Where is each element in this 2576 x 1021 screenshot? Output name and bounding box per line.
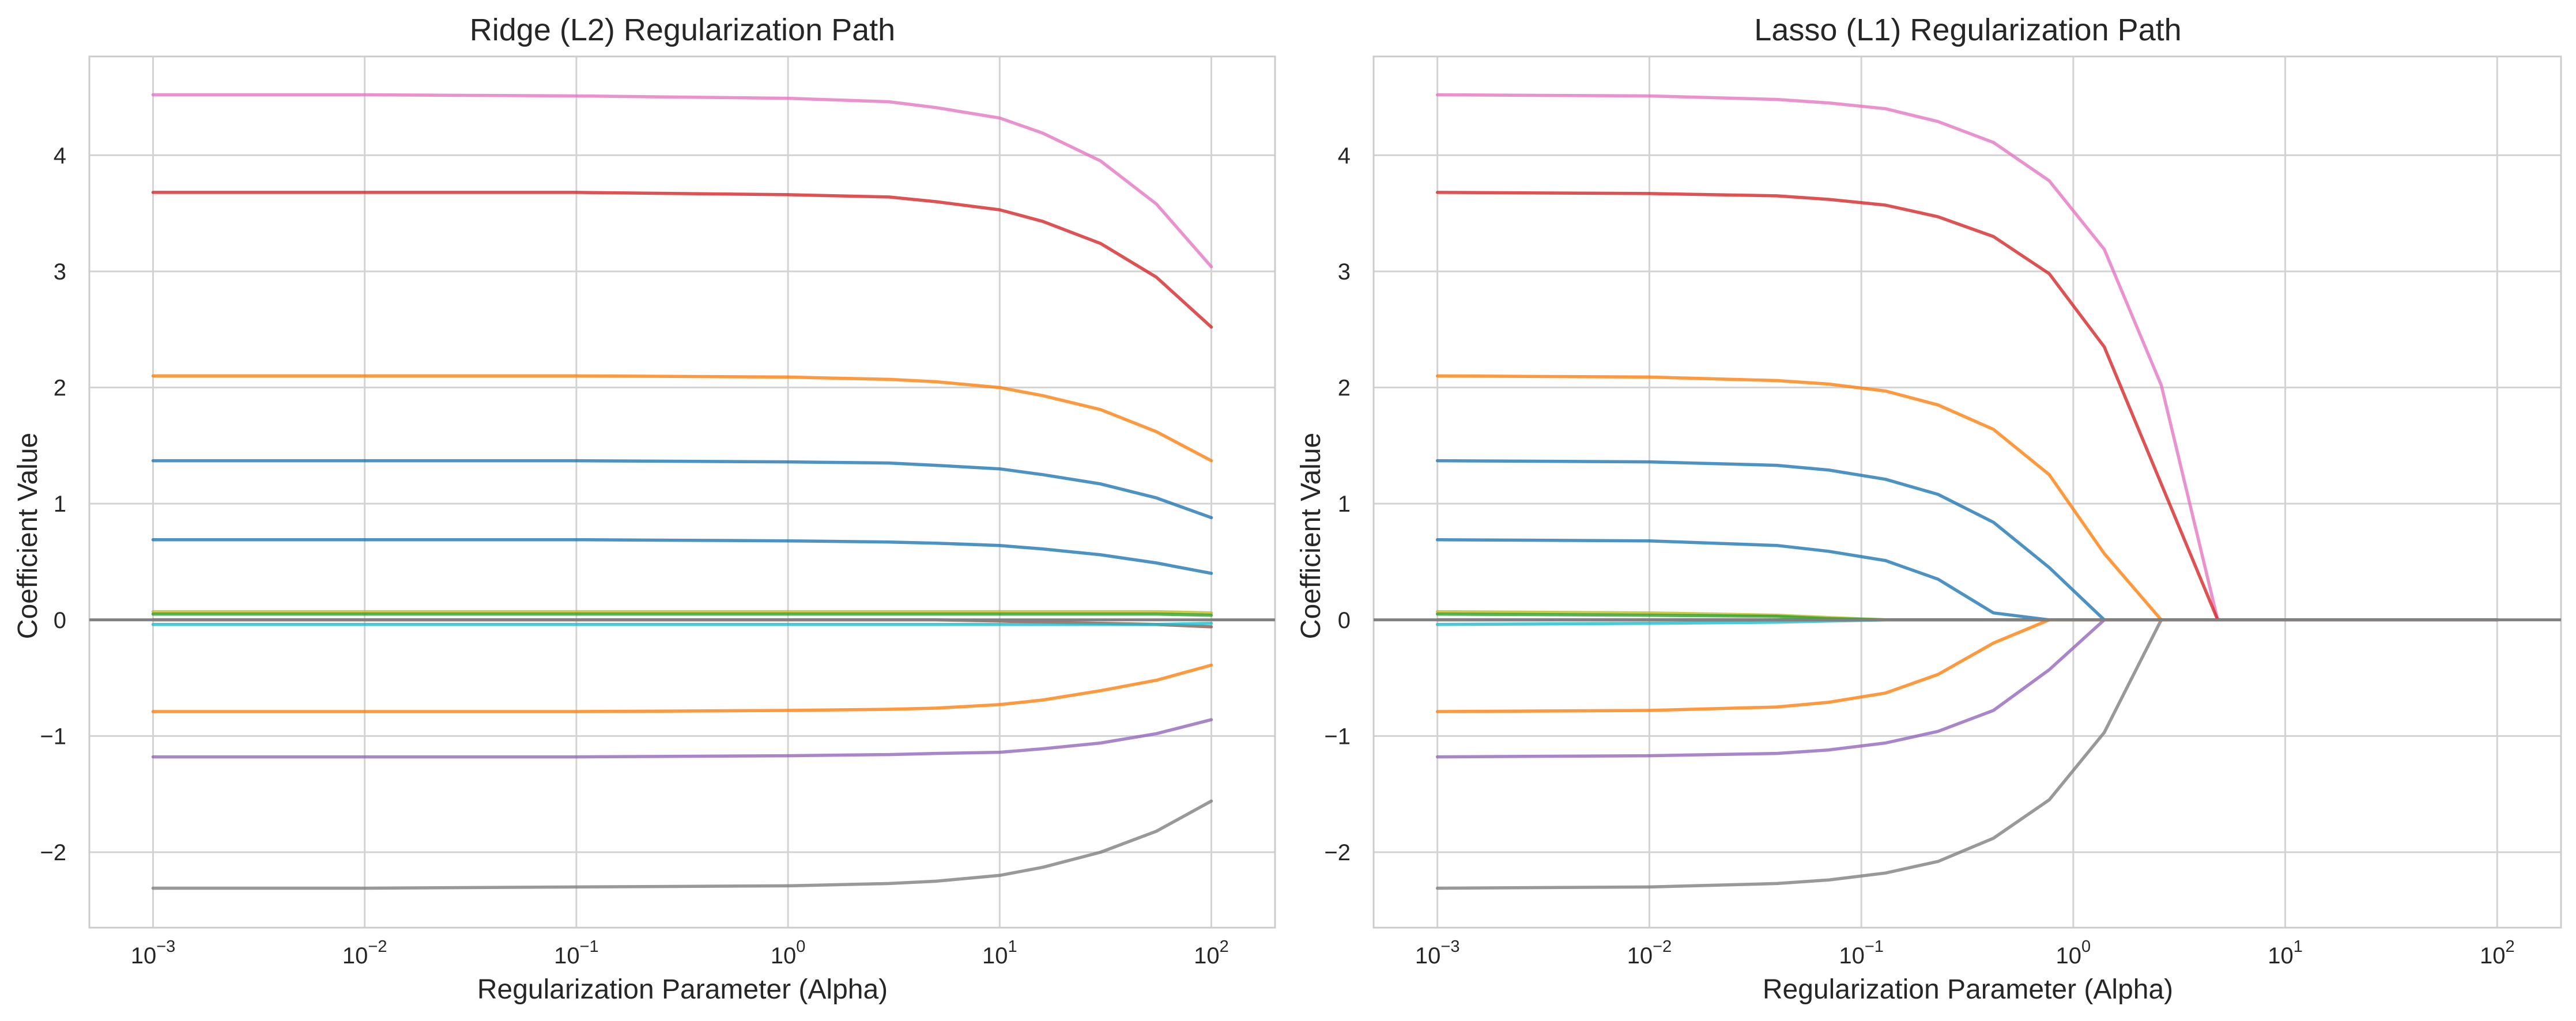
ridge-coefficient-line-11 (151, 718, 1213, 759)
ridge-x-axis-label: Regularization Parameter (Alpha) (477, 974, 888, 1005)
lasso-y-tick-label: 1 (1338, 491, 1351, 517)
ridge-y-tick-label: 2 (54, 376, 66, 401)
ridge-y-axis-label: Coefficient Value (13, 433, 43, 639)
ridge-coefficient-line-9 (151, 622, 1213, 626)
ridge-coefficient-line-1 (151, 93, 1213, 269)
lasso-y-tick-label: 2 (1338, 376, 1351, 401)
ridge-coefficient-line-10 (151, 663, 1213, 713)
ridge-y-tick-label: −1 (40, 724, 66, 749)
ridge-y-tick-label: −2 (40, 840, 66, 865)
lasso-x-tick-label: 100 (2056, 937, 2091, 969)
lasso-y-tick-label: 3 (1338, 259, 1351, 285)
ridge-coefficient-line-12 (151, 799, 1213, 890)
ridge-y-tick-label: 1 (54, 491, 66, 517)
lasso-x-tick-label: 10−3 (1415, 937, 1460, 969)
lasso-y-tick-label: −2 (1324, 840, 1351, 865)
ridge-chart-title: Ridge (L2) Regularization Path (470, 13, 895, 47)
ridge-x-tick-label: 10−2 (342, 937, 387, 969)
lasso-tick-labels: 10−3 10−2 10−1 100 101 102 −2 −1 0 1 2 3 4 (1324, 143, 2514, 969)
ridge-chart-panel: Ridge (L2) Regularization Path Regulariz… (13, 13, 1276, 1005)
ridge-x-tick-label: 10−3 (131, 937, 176, 969)
ridge-y-tick-label: 3 (54, 259, 66, 285)
ridge-series-lines (151, 93, 1213, 890)
ridge-x-tick-label: 102 (1194, 937, 1229, 969)
ridge-tick-labels: 10−3 10−2 10−1 100 101 102 −2 −1 0 1 2 3 4 (40, 143, 1228, 969)
lasso-x-tick-label: 101 (2268, 937, 2303, 969)
ridge-coefficient-line-8 (151, 612, 1213, 617)
lasso-y-tick-label: 0 (1338, 608, 1351, 633)
lasso-x-axis-label: Regularization Parameter (Alpha) (1763, 974, 2173, 1005)
ridge-coefficient-line-4 (151, 459, 1213, 520)
ridge-x-tick-label: 10−1 (554, 937, 599, 969)
ridge-x-tick-label: 101 (982, 937, 1017, 969)
lasso-x-tick-label: 10−2 (1627, 937, 1672, 969)
lasso-plot-frame (1372, 55, 2562, 929)
ridge-coefficient-line-2 (151, 191, 1213, 329)
ridge-coefficient-line-3 (151, 374, 1213, 463)
ridge-y-tick-label: 0 (54, 608, 66, 633)
lasso-chart-panel: Lasso (L1) Regularization Path Regulariz… (1296, 13, 2562, 1005)
lasso-x-tick-label: 10−1 (1839, 937, 1884, 969)
lasso-y-axis-label: Coefficient Value (1296, 433, 1326, 639)
ridge-y-tick-label: 4 (54, 143, 66, 168)
lasso-y-tick-label: −1 (1324, 724, 1351, 749)
ridge-coefficient-line-5 (151, 538, 1213, 575)
lasso-x-tick-label: 102 (2480, 937, 2515, 969)
ridge-x-tick-label: 100 (771, 937, 806, 969)
lasso-chart-title: Lasso (L1) Regularization Path (1754, 13, 2181, 47)
ridge-coefficient-line-7 (151, 610, 1213, 615)
lasso-y-tick-label: 4 (1338, 143, 1351, 168)
ridge-plot-frame (88, 55, 1276, 929)
